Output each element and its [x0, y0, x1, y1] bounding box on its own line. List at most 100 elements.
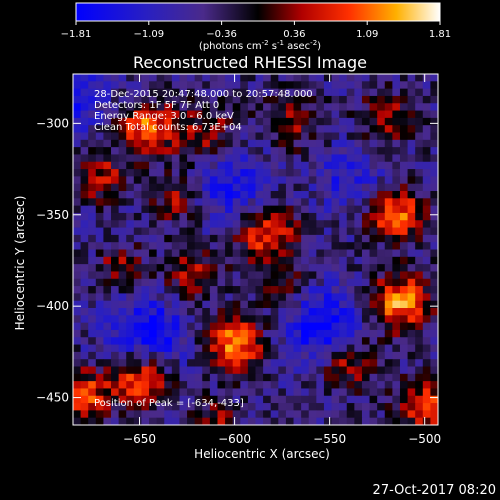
heatmap-cell: [399, 322, 408, 331]
heatmap-cell: [270, 88, 279, 97]
heatmap-cell: [354, 110, 363, 119]
heatmap-cell: [88, 410, 97, 419]
heatmap-cell: [308, 300, 317, 309]
heatmap-cell: [141, 403, 150, 411]
heatmap-cell: [263, 234, 272, 243]
heatmap-cell: [346, 403, 355, 411]
heatmap-cell: [255, 410, 264, 419]
heatmap-cell: [209, 366, 218, 375]
heatmap-cell: [118, 205, 127, 214]
heatmap-cell: [293, 74, 302, 82]
heatmap-cell: [217, 359, 226, 367]
heatmap-cell: [80, 344, 89, 353]
heatmap-cell: [285, 256, 294, 265]
heatmap-cell: [301, 410, 310, 419]
heatmap-cell: [263, 286, 272, 294]
heatmap-cell: [270, 125, 279, 133]
heatmap-cell: [95, 403, 104, 411]
heatmap-cell: [141, 198, 150, 207]
heatmap-cell: [354, 381, 363, 389]
heatmap-cell: [80, 242, 89, 250]
heatmap-cell: [270, 249, 279, 258]
heatmap-cell: [126, 271, 135, 280]
heatmap-cell: [126, 264, 135, 272]
heatmap-cell: [285, 191, 294, 199]
heatmap-cell: [399, 403, 408, 411]
heatmap-cell: [346, 125, 355, 133]
heatmap-cell: [316, 366, 325, 375]
heatmap-cell: [118, 337, 127, 345]
heatmap-cell: [278, 227, 287, 236]
heatmap-cell: [126, 300, 135, 309]
heatmap-cell: [88, 256, 97, 265]
heatmap-cell: [415, 410, 424, 419]
heatmap-cell: [73, 205, 81, 214]
heatmap-cell: [339, 300, 348, 309]
heatmap-cell: [407, 132, 416, 141]
heatmap-cell: [247, 125, 256, 133]
heatmap-cell: [392, 81, 401, 90]
heatmap-cell: [209, 293, 218, 302]
heatmap-cell: [194, 95, 203, 104]
heatmap-cell: [187, 300, 196, 309]
heatmap-cell: [133, 286, 142, 294]
heatmap-cell: [415, 169, 424, 177]
heatmap-cell: [141, 147, 150, 155]
heatmap-cell: [346, 308, 355, 316]
heatmap-cell: [369, 264, 378, 272]
heatmap-cell: [308, 410, 317, 419]
heatmap-cell: [384, 227, 393, 236]
heatmap-cell: [103, 183, 112, 192]
heatmap-cell: [156, 242, 165, 250]
heatmap-cell: [422, 264, 431, 272]
heatmap-cell: [430, 308, 439, 316]
heatmap-cell: [308, 220, 317, 228]
heatmap-cell: [301, 132, 310, 141]
heatmap-cell: [133, 278, 142, 287]
heatmap-cell: [103, 169, 112, 177]
heatmap-cell: [179, 359, 188, 367]
heatmap-cell: [346, 293, 355, 302]
heatmap-cell: [73, 176, 81, 185]
heatmap-cell: [354, 74, 363, 82]
heatmap-cell: [369, 373, 378, 382]
heatmap-cell: [361, 293, 370, 302]
heatmap-cell: [88, 293, 97, 302]
heatmap-cell: [103, 373, 112, 382]
heatmap-cell: [164, 315, 173, 324]
heatmap-cell: [270, 256, 279, 265]
heatmap-cell: [316, 234, 325, 243]
heatmap-cell: [141, 74, 150, 82]
heatmap-cell: [202, 132, 211, 141]
heatmap-cell: [308, 154, 317, 163]
heatmap-cell: [361, 95, 370, 104]
heatmap-cell: [217, 117, 226, 126]
heatmap-cell: [202, 337, 211, 345]
heatmap-cell: [377, 212, 386, 221]
heatmap-cell: [164, 161, 173, 170]
heatmap-cell: [415, 344, 424, 353]
heatmap-cell: [247, 161, 256, 170]
heatmap-cell: [255, 278, 264, 287]
heatmap-cell: [149, 132, 158, 141]
heatmap-cell: [217, 366, 226, 375]
heatmap-cell: [369, 205, 378, 214]
heatmap-cell: [149, 176, 158, 185]
heatmap-cell: [80, 227, 89, 236]
heatmap-cell: [415, 227, 424, 236]
heatmap-cell: [331, 117, 340, 126]
heatmap-cell: [430, 315, 439, 324]
heatmap-cell: [255, 147, 264, 155]
heatmap-cell: [133, 198, 142, 207]
heatmap-cell: [255, 205, 264, 214]
heatmap-cell: [232, 183, 241, 192]
heatmap-cell: [301, 264, 310, 272]
heatmap-cell: [217, 227, 226, 236]
heatmap-cell: [171, 147, 180, 155]
heatmap-cell: [225, 132, 234, 141]
heatmap-cell: [361, 81, 370, 90]
heatmap-cell: [407, 117, 416, 126]
heatmap-cell: [255, 337, 264, 345]
heatmap-cell: [141, 271, 150, 280]
heatmap-cell: [88, 366, 97, 375]
